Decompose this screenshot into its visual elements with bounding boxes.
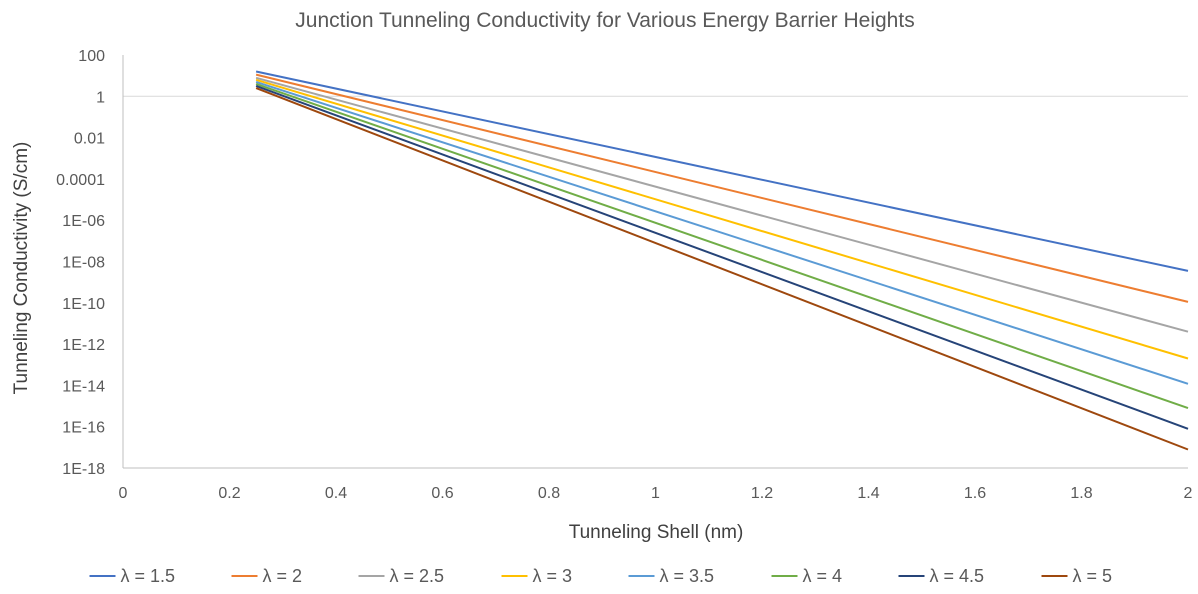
series-line-6 [255, 82, 1189, 410]
legend-label: λ = 5 [1073, 566, 1113, 586]
x-tick-label: 2 [1184, 485, 1193, 502]
legend-label: λ = 3.5 [660, 566, 715, 586]
series-line-4 [255, 78, 1189, 360]
x-tick-label: 0.2 [218, 485, 240, 502]
legend-label: λ = 2.5 [390, 566, 445, 586]
y-tick-labels: 100 1 0.01 0.0001 1E-06 1E-08 1E-10 1E-12 1E-14 1… [56, 48, 105, 478]
x-axis-title: Tunneling Shell (nm) [569, 522, 744, 543]
x-tick-label: 1.8 [1070, 485, 1092, 502]
series-line-8 [255, 87, 1189, 451]
y-tick-label: 1E-14 [62, 378, 105, 395]
y-tick-label: 1E-18 [62, 461, 105, 478]
y-tick-label: 1E-08 [62, 255, 105, 272]
x-tick-label: 0.4 [325, 485, 347, 502]
series-lines [255, 70, 1189, 451]
legend: λ = 1.5 λ = 2 λ = 2.5 λ = 3 λ = 3.5 λ = 4 λ = … [89, 566, 1113, 586]
y-axis-title: Tunneling Conductivity (S/cm) [11, 142, 32, 395]
x-tick-label: 1.2 [751, 485, 773, 502]
legend-label: λ = 4.5 [930, 566, 985, 586]
chart-title: Junction Tunneling Conductivity for Vari… [295, 9, 914, 32]
y-tick-label: 1E-06 [62, 213, 105, 230]
x-tick-label: 1 [651, 485, 660, 502]
series-line-2 [255, 73, 1189, 303]
axes [122, 55, 1188, 469]
y-tick-label: 1E-12 [62, 337, 105, 354]
x-tick-label: 0.6 [431, 485, 453, 502]
legend-label: λ = 2 [263, 566, 303, 586]
y-tick-label: 1 [96, 89, 105, 106]
legend-label: λ = 1.5 [121, 566, 176, 586]
x-tick-label: 1.6 [964, 485, 986, 502]
x-tick-label: 1.4 [857, 485, 879, 502]
series-line-3 [255, 76, 1189, 333]
y-tick-label: 1E-16 [62, 420, 105, 437]
y-tick-label: 0.01 [74, 131, 105, 148]
y-tick-label: 0.0001 [56, 172, 105, 189]
x-tick-label: 0.8 [538, 485, 560, 502]
y-tick-label: 1E-10 [62, 296, 105, 313]
legend-label: λ = 4 [803, 566, 843, 586]
legend-label: λ = 3 [533, 566, 573, 586]
x-tick-labels: 0 0.2 0.4 0.6 0.8 1 1.2 1.4 1.6 1.8 2 [119, 485, 1193, 502]
series-line-7 [255, 84, 1189, 430]
x-tick-label: 0 [119, 485, 128, 502]
series-line-5 [255, 80, 1189, 385]
series-line-1 [255, 70, 1189, 272]
y-tick-label: 100 [78, 48, 105, 65]
